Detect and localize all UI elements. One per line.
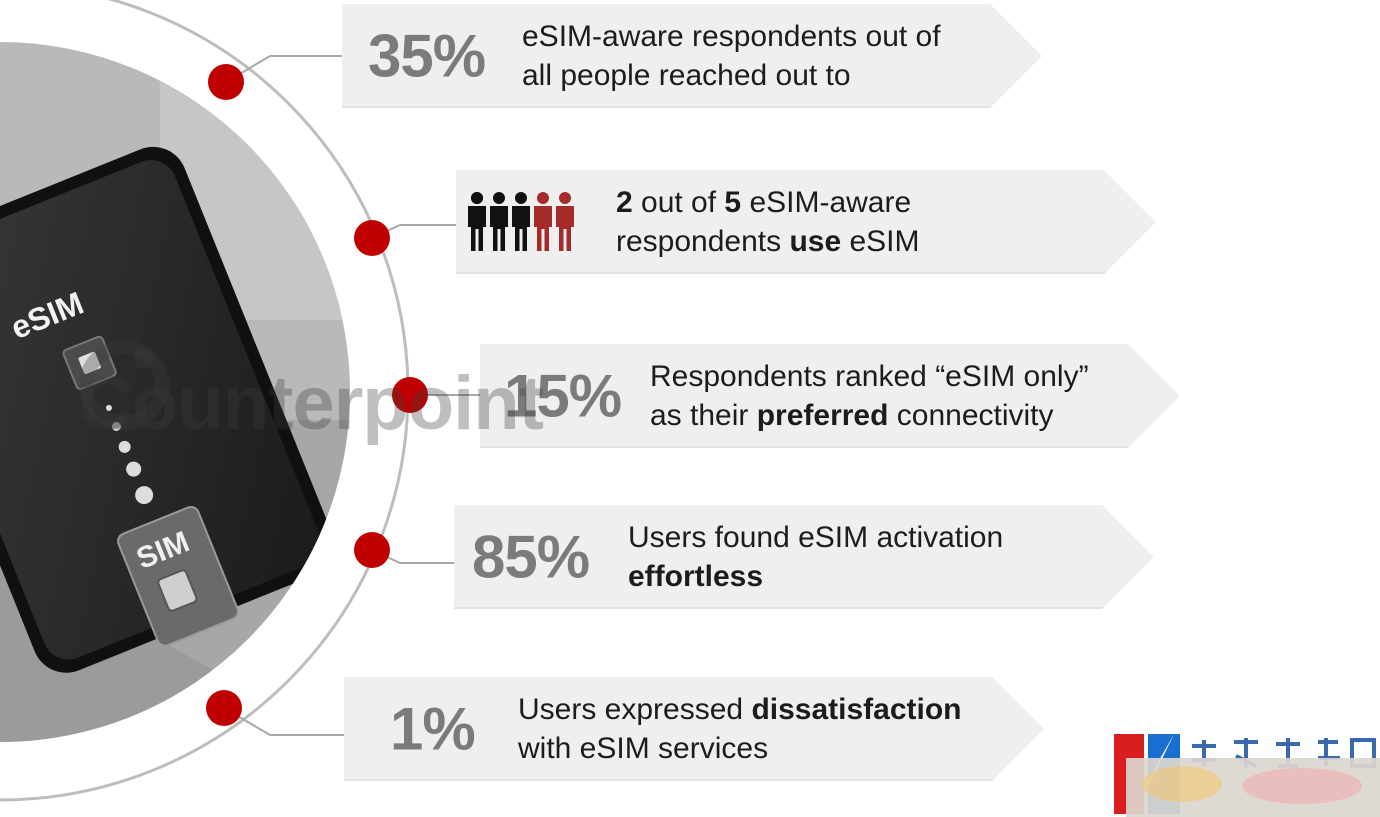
stat-value: 1% <box>390 695 475 763</box>
desc-line-1: Users found eSIM activation <box>628 521 1004 554</box>
stat-banner-2: 2 out of 5 eSIM-aware respondents use eS… <box>456 170 1156 274</box>
watermark-text: Counterpoint <box>78 361 544 446</box>
desc-line-2: effortless <box>628 560 764 593</box>
site-logo-icon <box>1114 734 1380 817</box>
stat-banner-5: 1% Users expressed dissatisfaction with … <box>344 677 1044 781</box>
stat-description: eSIM-aware respondents out of all people… <box>522 17 941 95</box>
red-nodes <box>206 64 428 726</box>
people-icon <box>466 191 578 253</box>
desc-line-1: Users expressed dissatisfaction <box>518 693 962 726</box>
stat-description: 2 out of 5 eSIM-aware respondents use eS… <box>616 183 920 261</box>
stat-description: Respondents ranked “eSIM only” as their … <box>650 357 1089 435</box>
phone-graphic: eSIM SIM <box>0 146 334 673</box>
node-1 <box>208 64 244 100</box>
node-5 <box>206 690 242 726</box>
stat-value: 35% <box>368 22 486 90</box>
stat-value: 85% <box>472 523 590 591</box>
desc-line-2: all people reached out to <box>522 59 851 92</box>
desc-line-1: eSIM-aware respondents out of <box>522 20 941 53</box>
desc-line-1: 2 out of 5 eSIM-aware <box>616 186 912 219</box>
desc-line-2: respondents use eSIM <box>616 225 920 258</box>
desc-line-2: as their preferred connectivity <box>650 399 1054 432</box>
desc-line-1: Respondents ranked “eSIM only” <box>650 360 1089 393</box>
stat-description: Users found eSIM activation effortless <box>628 518 1003 596</box>
stat-banner-1: 35% eSIM-aware respondents out of all pe… <box>342 4 1042 108</box>
stat-description: Users expressed dissatisfaction with eSI… <box>518 690 962 768</box>
stat-banner-4: 85% Users found eSIM activation effortle… <box>454 505 1154 609</box>
desc-line-2: with eSIM services <box>518 732 769 765</box>
watermark-logo-icon <box>79 340 169 430</box>
node-4 <box>354 532 390 568</box>
stat-banner-3: 15% Respondents ranked “eSIM only” as th… <box>480 344 1180 448</box>
stat-value: 15% <box>504 362 622 430</box>
node-3 <box>392 377 428 413</box>
node-2 <box>354 220 390 256</box>
